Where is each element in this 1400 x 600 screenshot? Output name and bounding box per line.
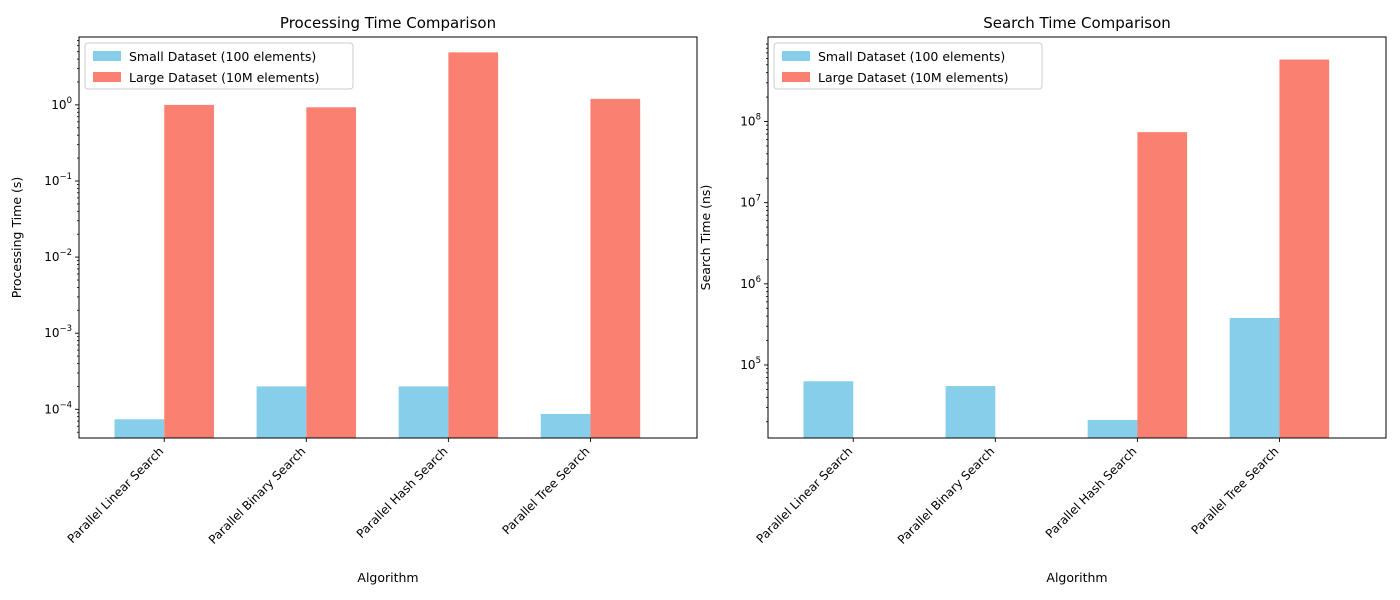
- bar-small-4: [540, 413, 591, 438]
- chart-title: Processing Time Comparison: [280, 14, 496, 32]
- bar-large-2: [306, 107, 357, 438]
- bar-large-3: [448, 52, 499, 439]
- plot-frame: [78, 36, 698, 439]
- chart-panel-1: 10−4 10−3 10−2 10−1 100 Parallel Linear Searc…: [9, 14, 698, 585]
- bar-small-3: [1087, 420, 1138, 438]
- bar-small-2: [945, 386, 996, 438]
- x-tick-label-2: Parallel Binary Search: [895, 444, 998, 547]
- y-tick-label-4: 10−1: [44, 172, 72, 188]
- legend-label-2: Large Dataset (10M elements): [129, 70, 320, 85]
- legend-box: [773, 42, 1043, 90]
- legend-box: [84, 42, 354, 90]
- x-axis-label: Algorithm: [1046, 570, 1107, 585]
- x-tick-label-4: Parallel Tree Search: [500, 444, 593, 537]
- legend-swatch-2: [93, 72, 121, 82]
- y-tick-label-3: 107: [740, 194, 761, 210]
- y-tick-label-1: 10−4: [44, 400, 72, 416]
- plot-frame: [767, 36, 1387, 439]
- y-tick-label-2: 106: [740, 275, 761, 291]
- x-tick-label-2: Parallel Binary Search: [206, 444, 309, 547]
- bar-small-1: [114, 419, 165, 438]
- bar-small-3: [398, 386, 449, 438]
- x-tick-label-3: Parallel Hash Search: [1043, 444, 1140, 541]
- bar-large-3: [1137, 132, 1188, 438]
- x-axis-label: Algorithm: [357, 570, 418, 585]
- y-axis-label: Search Time (ns): [698, 185, 713, 291]
- x-tick-label-1: Parallel Linear Search: [754, 444, 856, 546]
- x-tick-label-1: Parallel Linear Search: [65, 444, 167, 546]
- y-tick-label-1: 105: [740, 356, 761, 372]
- y-tick-label-5: 100: [51, 96, 72, 112]
- chart-panel-2: 105 106 107 108 Parallel Linear Search Parall…: [698, 14, 1387, 585]
- x-tick-label-3: Parallel Hash Search: [354, 444, 451, 541]
- legend-swatch-1: [93, 51, 121, 61]
- chart-title: Search Time Comparison: [983, 14, 1171, 32]
- bar-large-4: [590, 98, 641, 439]
- bar-small-4: [1229, 317, 1280, 438]
- bar-large-1: [164, 104, 214, 439]
- legend-swatch-2: [782, 72, 810, 82]
- legend-label-1: Small Dataset (100 elements): [129, 49, 316, 64]
- bar-small-1: [803, 381, 854, 438]
- y-axis-label: Processing Time (s): [9, 177, 24, 299]
- y-tick-label-3: 10−2: [44, 248, 72, 264]
- x-tick-label-4: Parallel Tree Search: [1189, 444, 1282, 537]
- bar-large-4: [1279, 59, 1330, 439]
- legend-label-2: Large Dataset (10M elements): [818, 70, 1009, 85]
- legend-swatch-1: [782, 51, 810, 61]
- bar-small-2: [256, 386, 307, 438]
- legend-label-1: Small Dataset (100 elements): [818, 49, 1005, 64]
- y-tick-label-4: 108: [740, 113, 761, 129]
- y-tick-label-2: 10−3: [44, 324, 72, 340]
